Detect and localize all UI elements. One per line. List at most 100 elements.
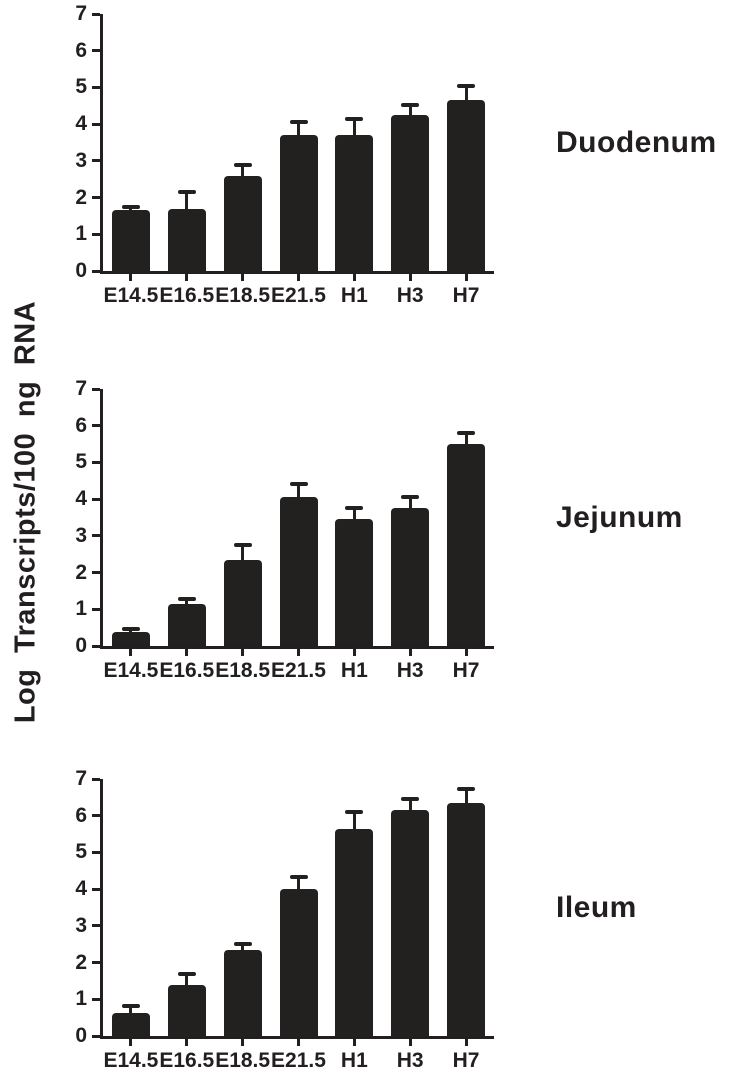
chart-title-ileum-wrap: Ileum bbox=[556, 779, 740, 1036]
y-tick-0 bbox=[92, 644, 100, 648]
x-tick-label-E21.5: E21.5 bbox=[271, 284, 326, 307]
x-tick-label-E14.5: E14.5 bbox=[103, 659, 159, 682]
bar-E18.5 bbox=[223, 175, 262, 271]
error-bar-cap-H1 bbox=[345, 810, 364, 815]
x-tick-E14.5 bbox=[129, 274, 133, 281]
x-tick-label-E14.5: E14.5 bbox=[103, 284, 159, 307]
y-tick-4 bbox=[92, 887, 100, 891]
error-bar-cap-E18.5 bbox=[233, 543, 252, 548]
chart-ileum: 0 1 2 3 4 5 6 7 E14.5 E16.5 E18.5 E21.5 H1 H3 H7 Ileum bbox=[0, 765, 740, 1073]
x-tick-E21.5 bbox=[297, 1039, 300, 1046]
y-tick-7 bbox=[92, 12, 100, 16]
y-tick-label-1: 1 bbox=[75, 597, 87, 621]
bar-E16.5 bbox=[167, 603, 206, 646]
bar-E21.5 bbox=[279, 889, 318, 1036]
y-tick-label-2: 2 bbox=[75, 560, 87, 584]
y-tick-label-0: 0 bbox=[75, 1024, 87, 1047]
chart-title-ileum: Ileum bbox=[556, 890, 637, 924]
bar-E14.5 bbox=[111, 1012, 150, 1036]
bar-H7 bbox=[447, 802, 486, 1036]
y-tick-label-4: 4 bbox=[75, 112, 87, 136]
error-bar-line-H3 bbox=[408, 104, 412, 115]
y-tick-4 bbox=[92, 497, 100, 501]
x-tick-E14.5 bbox=[129, 649, 133, 656]
y-axis-line bbox=[100, 389, 103, 649]
bar-H1 bbox=[335, 519, 374, 646]
x-axis-line bbox=[100, 646, 494, 649]
error-bar-line-E18.5 bbox=[241, 944, 245, 951]
y-tick-1 bbox=[92, 997, 100, 1001]
bar-E21.5 bbox=[279, 497, 318, 646]
x-tick-E21.5 bbox=[297, 274, 300, 281]
y-tick-1 bbox=[92, 607, 100, 611]
error-bar-cap-E21.5 bbox=[289, 482, 308, 487]
error-bar-cap-E21.5 bbox=[289, 119, 308, 124]
x-tick-H1 bbox=[352, 274, 356, 281]
x-tick-label-H3: H3 bbox=[396, 659, 424, 682]
error-bar-cap-E14.5 bbox=[121, 204, 140, 209]
error-bar-cap-E16.5 bbox=[177, 971, 196, 976]
error-bar-line-H3 bbox=[408, 497, 412, 509]
y-tick-label-2: 2 bbox=[75, 185, 87, 209]
chart-title-jejunum: Jejunum bbox=[556, 500, 683, 534]
plot-area-ileum: 0 1 2 3 4 5 6 7 E14.5 E16.5 E18.5 E21.5 H1 H3 H7 bbox=[75, 768, 494, 1072]
x-tick-label-E16.5: E16.5 bbox=[159, 1049, 215, 1072]
x-tick-label-H7: H7 bbox=[452, 659, 480, 682]
x-tick-H7 bbox=[464, 1039, 468, 1046]
y-tick-label-7: 7 bbox=[75, 767, 87, 790]
y-tick-label-3: 3 bbox=[75, 523, 87, 547]
error-bar-line-E21.5 bbox=[297, 484, 300, 498]
x-tick-label-E21.5: E21.5 bbox=[271, 1049, 326, 1072]
y-tick-7 bbox=[92, 387, 100, 391]
error-bar-line-H3 bbox=[408, 799, 412, 811]
x-tick-label-E18.5: E18.5 bbox=[215, 659, 271, 682]
x-tick-label-H1: H1 bbox=[340, 659, 368, 682]
bar-H3 bbox=[391, 810, 430, 1036]
y-tick-4 bbox=[92, 122, 100, 126]
y-tick-5 bbox=[92, 460, 100, 464]
y-tick-6 bbox=[92, 424, 100, 428]
error-bar-cap-H7 bbox=[457, 786, 476, 791]
bar-E21.5 bbox=[279, 135, 318, 271]
x-tick-label-E14.5: E14.5 bbox=[103, 1049, 159, 1072]
x-axis-line bbox=[100, 1036, 494, 1039]
y-tick-label-3: 3 bbox=[75, 913, 87, 937]
x-tick-E16.5 bbox=[185, 649, 189, 656]
error-bar-cap-E18.5 bbox=[233, 163, 252, 168]
y-tick-5 bbox=[92, 850, 100, 854]
x-tick-H7 bbox=[464, 274, 468, 281]
bar-H1 bbox=[335, 828, 374, 1036]
x-tick-H1 bbox=[352, 649, 356, 656]
y-tick-0 bbox=[92, 1034, 100, 1038]
x-tick-label-H1: H1 bbox=[340, 1049, 368, 1072]
y-tick-label-1: 1 bbox=[75, 987, 87, 1011]
y-tick-3 bbox=[92, 534, 100, 538]
x-tick-label-H1: H1 bbox=[340, 284, 368, 307]
error-bar-cap-H3 bbox=[401, 495, 420, 500]
y-tick-2 bbox=[92, 196, 100, 200]
error-bar-line-H1 bbox=[352, 118, 356, 136]
error-bar-cap-E14.5 bbox=[121, 627, 140, 632]
x-tick-H1 bbox=[352, 1039, 356, 1046]
y-tick-3 bbox=[92, 924, 100, 928]
x-tick-E16.5 bbox=[185, 1039, 189, 1046]
y-tick-3 bbox=[92, 159, 100, 163]
error-bar-line-E16.5 bbox=[185, 192, 189, 209]
error-bar-line-E14.5 bbox=[129, 1005, 133, 1013]
y-tick-label-1: 1 bbox=[75, 222, 87, 246]
y-tick-2 bbox=[92, 961, 100, 965]
error-bar-cap-H3 bbox=[401, 797, 420, 802]
x-tick-H3 bbox=[408, 649, 412, 656]
y-tick-label-6: 6 bbox=[75, 413, 87, 437]
error-bar-cap-E21.5 bbox=[289, 875, 308, 880]
y-tick-label-5: 5 bbox=[75, 840, 87, 864]
plot-area-duodenum: 0 1 2 3 4 5 6 7 E14.5 E16.5 E18.5 E21.5 H1 H3 H7 bbox=[75, 3, 494, 307]
y-tick-label-7: 7 bbox=[75, 2, 87, 25]
error-bar-cap-E16.5 bbox=[177, 190, 196, 195]
error-bar-line-H7 bbox=[464, 85, 468, 101]
chart-title-duodenum-wrap: Duodenum bbox=[556, 14, 740, 271]
x-tick-H7 bbox=[464, 649, 468, 656]
y-tick-label-0: 0 bbox=[75, 259, 87, 282]
x-axis-line bbox=[100, 271, 494, 274]
y-tick-label-5: 5 bbox=[75, 450, 87, 474]
